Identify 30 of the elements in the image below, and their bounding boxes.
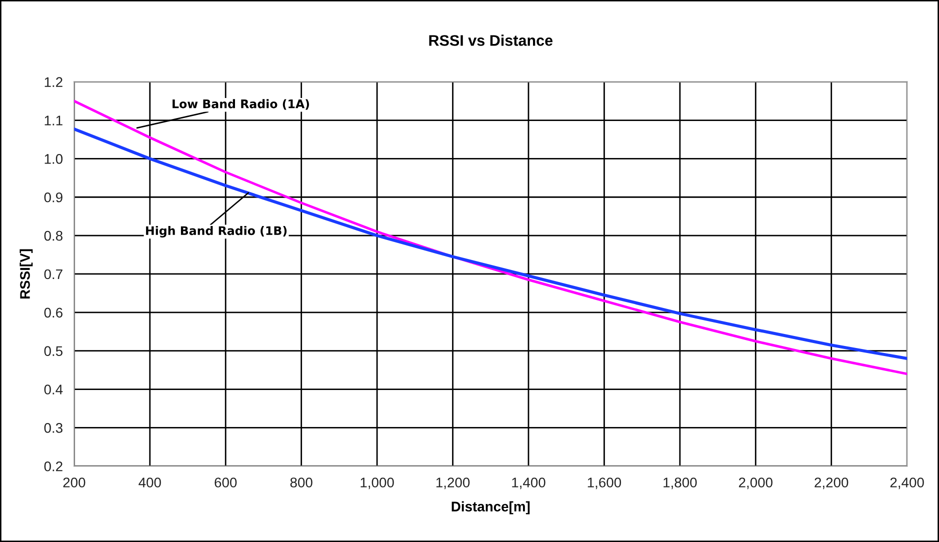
line-series [74, 100, 908, 376]
x-tick-label: 1,400 [512, 478, 546, 490]
x-tick-label: 1,800 [664, 478, 697, 490]
x-tick-label: 2,200 [814, 478, 848, 490]
x-axis-title: Distance[m] [452, 501, 530, 514]
x-tick-label: 600 [214, 478, 237, 488]
y-tick-label: 0.9 [44, 192, 62, 202]
y-tick-label: 0.7 [44, 269, 62, 280]
y-tick-label: 0.8 [44, 230, 62, 241]
y-tick-label: 1.2 [44, 77, 62, 87]
text: Low Band Radio (1A) [172, 99, 309, 110]
chart-title: RSSI vs Distance [429, 34, 553, 46]
x-tick-label: 2,000 [738, 478, 772, 490]
y-tick-label: 1.1 [44, 116, 62, 126]
y-tick-label: 0.2 [44, 461, 62, 472]
x-tick-label: 1,600 [588, 478, 622, 490]
y-tick-label: 0.3 [44, 423, 62, 433]
x-tick-label: 2,400 [890, 478, 924, 490]
x-tick-label: 1,200 [436, 478, 470, 490]
line-series [74, 128, 908, 360]
x-tick-label: 400 [138, 478, 161, 488]
x-tick-label: 1,000 [360, 478, 394, 490]
y-tick-label: 0.4 [44, 384, 63, 394]
x-tick-label: 800 [290, 478, 312, 488]
y-tick-label: 0.5 [44, 346, 62, 356]
y-axis-title: RSSI[V] [20, 249, 33, 299]
y-tick-label: 1.0 [44, 154, 63, 164]
y-tick-label: 0.6 [44, 308, 62, 318]
x-tick-label: 200 [63, 478, 86, 488]
series-label: High Band Radio (1B) [146, 226, 287, 238]
